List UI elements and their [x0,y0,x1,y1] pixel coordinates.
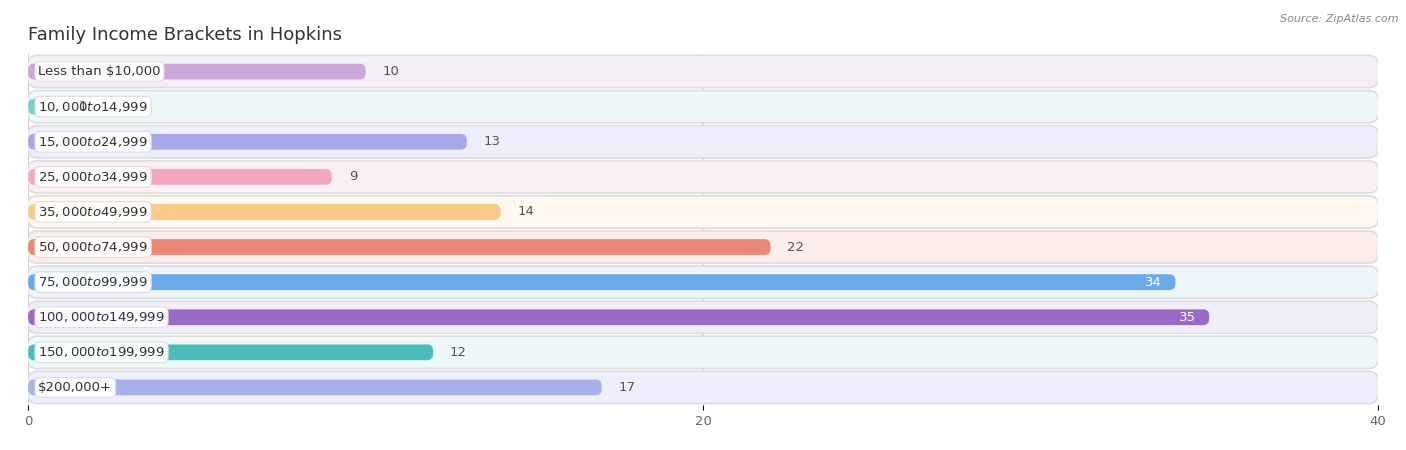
FancyBboxPatch shape [28,204,501,220]
Text: $150,000 to $199,999: $150,000 to $199,999 [38,345,165,360]
FancyBboxPatch shape [28,126,1378,158]
Text: 13: 13 [484,135,501,148]
Text: $75,000 to $99,999: $75,000 to $99,999 [38,275,148,289]
FancyBboxPatch shape [28,379,602,396]
Text: 1: 1 [79,100,87,113]
Text: $10,000 to $14,999: $10,000 to $14,999 [38,99,148,114]
Text: Family Income Brackets in Hopkins: Family Income Brackets in Hopkins [28,26,342,44]
FancyBboxPatch shape [28,90,1378,123]
Text: 34: 34 [1144,276,1161,288]
Text: 35: 35 [1178,311,1195,324]
Text: 9: 9 [349,171,357,183]
Text: $25,000 to $34,999: $25,000 to $34,999 [38,170,148,184]
FancyBboxPatch shape [28,371,1378,404]
Text: $50,000 to $74,999: $50,000 to $74,999 [38,240,148,254]
Text: 12: 12 [450,346,467,359]
FancyBboxPatch shape [28,309,1209,325]
FancyBboxPatch shape [28,55,1378,88]
FancyBboxPatch shape [28,301,1378,333]
FancyBboxPatch shape [28,63,366,80]
FancyBboxPatch shape [28,99,62,115]
FancyBboxPatch shape [28,134,467,150]
FancyBboxPatch shape [28,169,332,185]
FancyBboxPatch shape [28,196,1378,228]
Text: 22: 22 [787,241,804,253]
Text: $200,000+: $200,000+ [38,381,112,394]
FancyBboxPatch shape [28,266,1378,298]
FancyBboxPatch shape [28,336,1378,369]
Text: $35,000 to $49,999: $35,000 to $49,999 [38,205,148,219]
FancyBboxPatch shape [28,161,1378,193]
FancyBboxPatch shape [28,231,1378,263]
Text: $15,000 to $24,999: $15,000 to $24,999 [38,135,148,149]
FancyBboxPatch shape [28,274,1175,290]
Text: Less than $10,000: Less than $10,000 [38,65,160,78]
Text: 10: 10 [382,65,399,78]
Text: 17: 17 [619,381,636,394]
Text: $100,000 to $149,999: $100,000 to $149,999 [38,310,165,324]
FancyBboxPatch shape [28,344,433,360]
Text: Source: ZipAtlas.com: Source: ZipAtlas.com [1281,14,1399,23]
Text: 14: 14 [517,206,534,218]
FancyBboxPatch shape [28,239,770,255]
